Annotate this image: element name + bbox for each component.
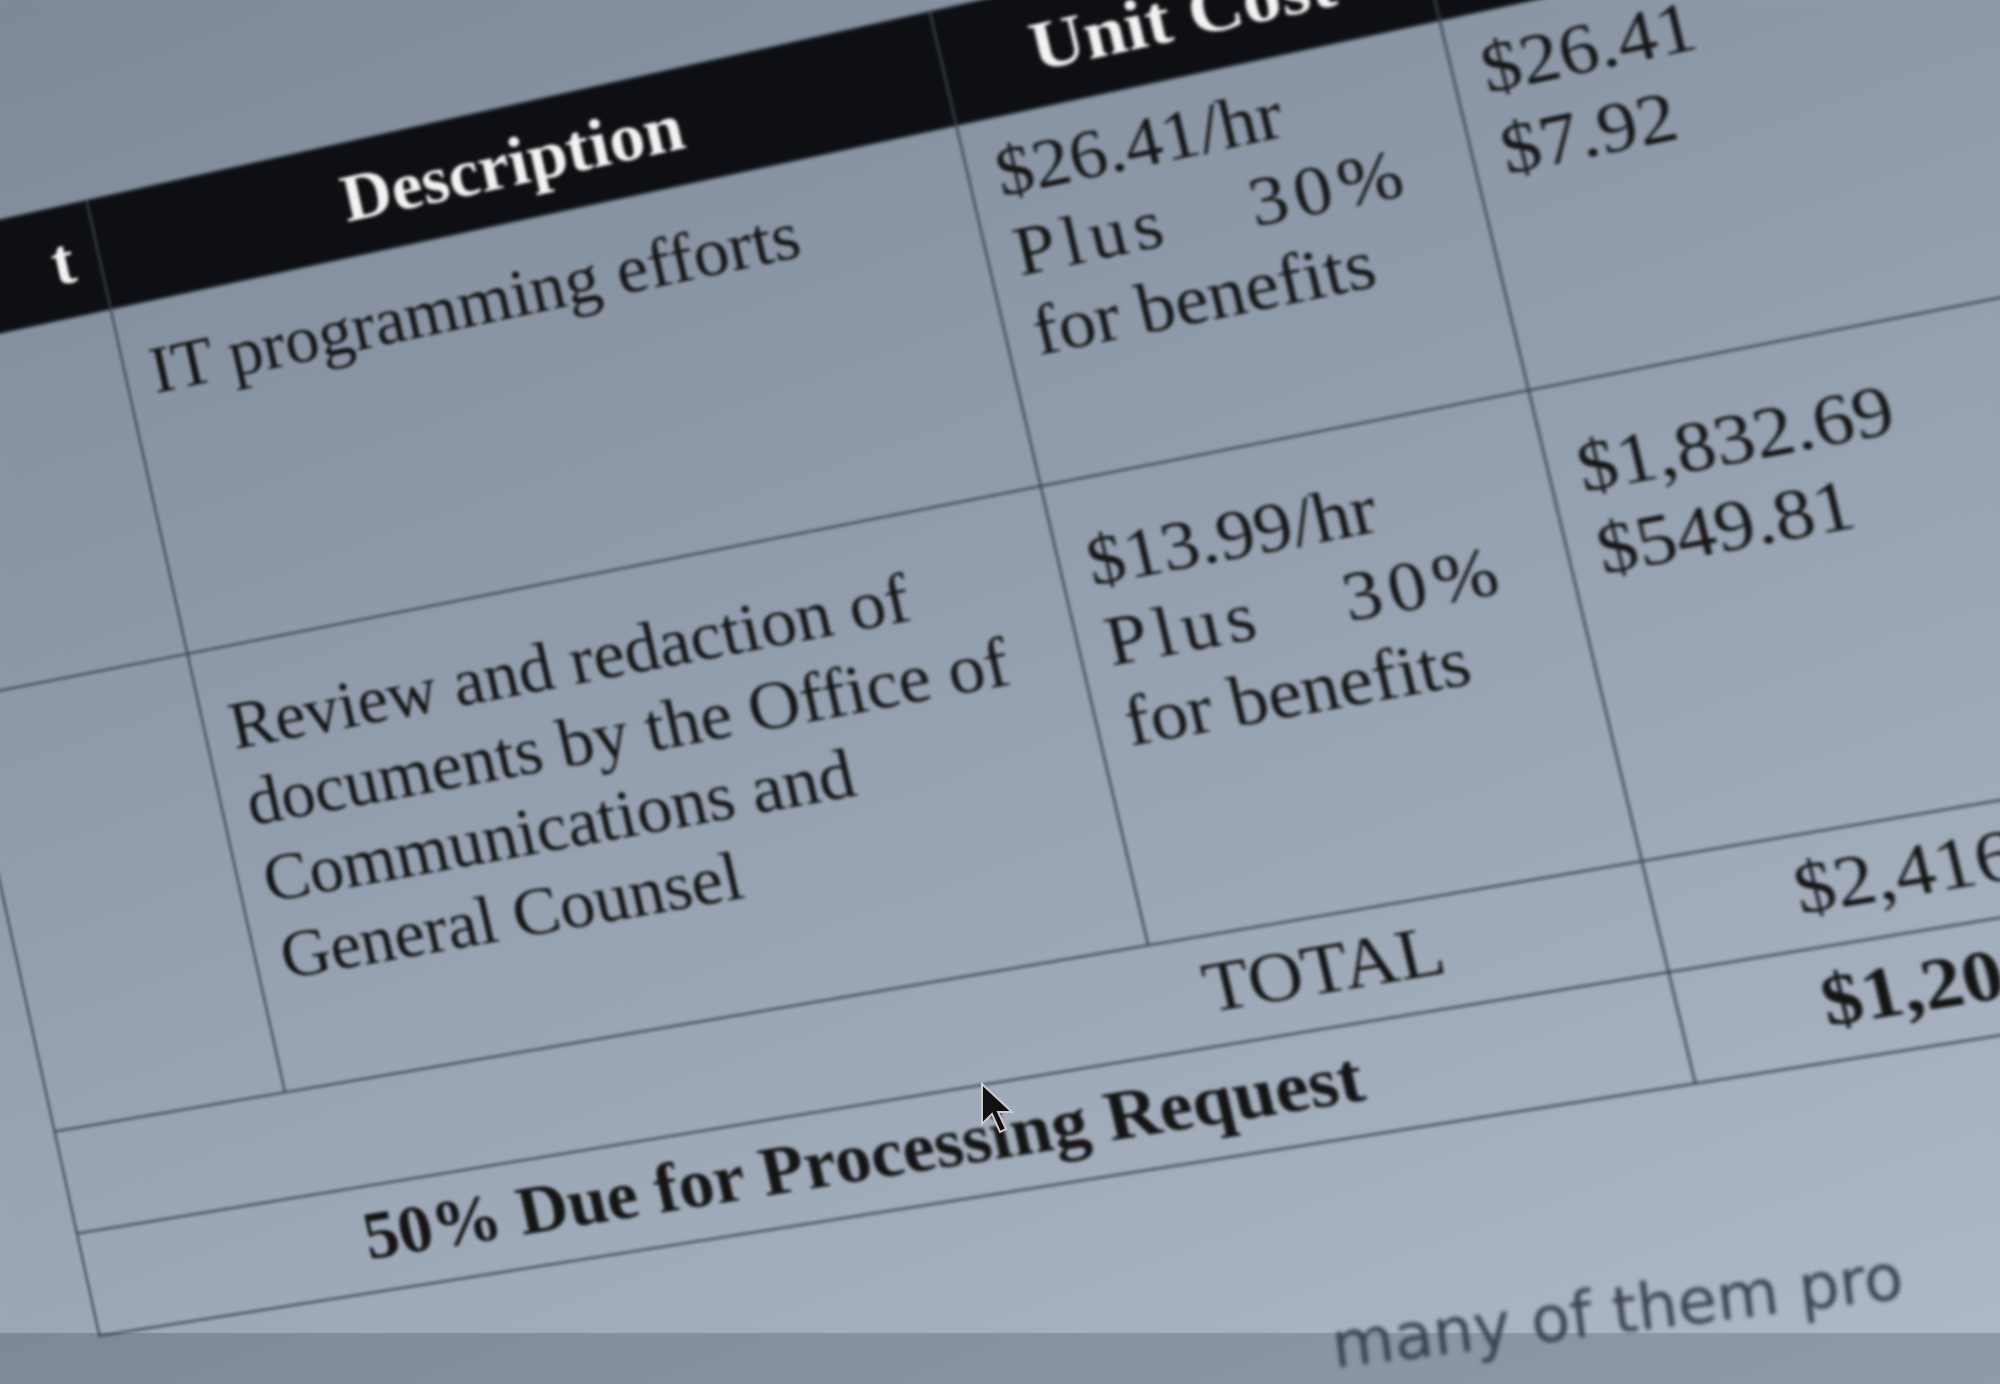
mouse-cursor xyxy=(981,1081,1015,1134)
footer-text: many of them pro xyxy=(1327,1240,1908,1384)
